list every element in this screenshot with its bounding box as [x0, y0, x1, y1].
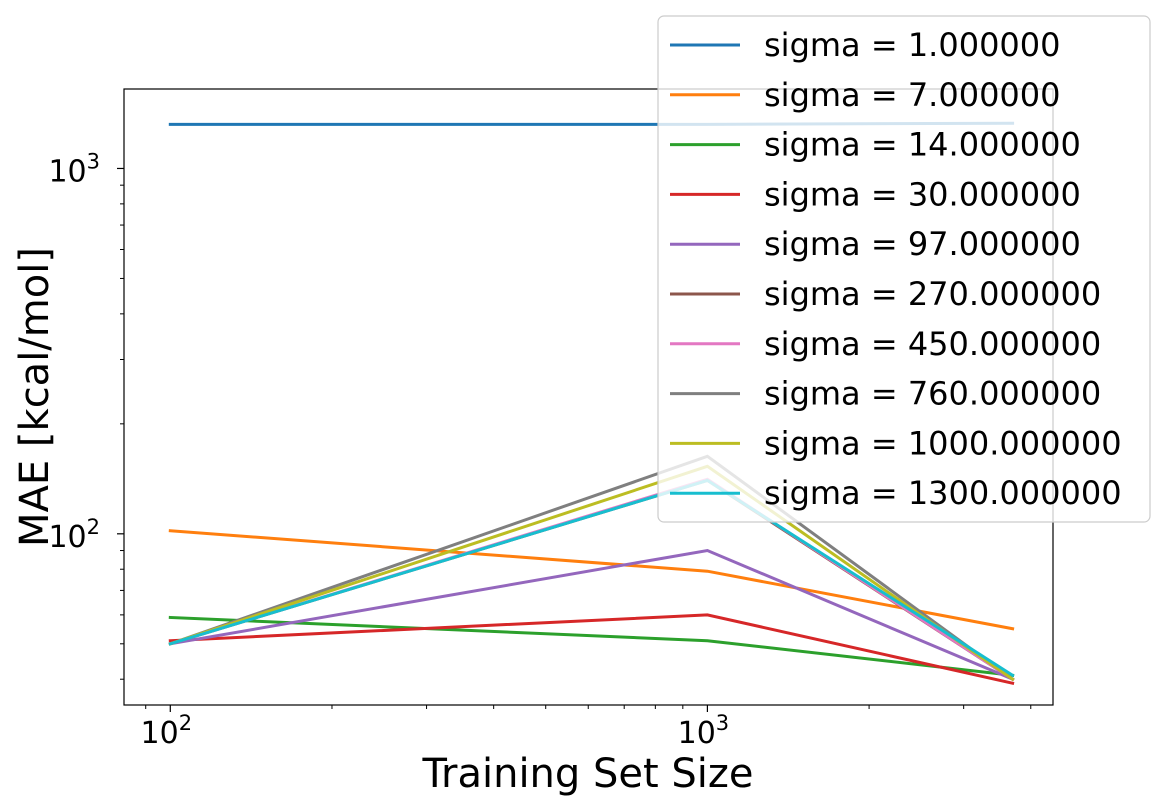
legend-label: sigma = 14.000000: [764, 126, 1081, 164]
y-axis-title: MAE [kcal/mol]: [12, 247, 58, 547]
series-line: [168, 613, 1015, 685]
legend-box: [657, 15, 1151, 523]
legend-label: sigma = 270.000000: [764, 275, 1101, 313]
legend-label: sigma = 1000.000000: [764, 424, 1122, 462]
x-tick-label: 102: [141, 711, 193, 751]
legend-label: sigma = 97.000000: [764, 225, 1081, 263]
axis-ticks: 102 103 102 103: [48, 149, 1032, 751]
legend-label: sigma = 7.000000: [764, 76, 1061, 114]
series-line: [168, 529, 1015, 631]
legend: sigma = 1.000000 sigma = 7.000000 sigma = …: [657, 15, 1151, 523]
legend-label: sigma = 1300.000000: [764, 474, 1122, 512]
legend-label: sigma = 760.000000: [764, 375, 1101, 413]
x-tick-label: 103: [678, 711, 730, 751]
legend-label: sigma = 30.000000: [764, 175, 1081, 213]
legend-label: sigma = 1.000000: [764, 26, 1061, 64]
y-tick-label: 103: [48, 149, 100, 189]
x-axis-title: Training Set Size: [421, 751, 753, 797]
series-line: [168, 615, 1015, 677]
y-tick-label: 102: [48, 515, 100, 555]
series-line: [168, 548, 1015, 682]
legend-label: sigma = 450.000000: [764, 325, 1101, 363]
